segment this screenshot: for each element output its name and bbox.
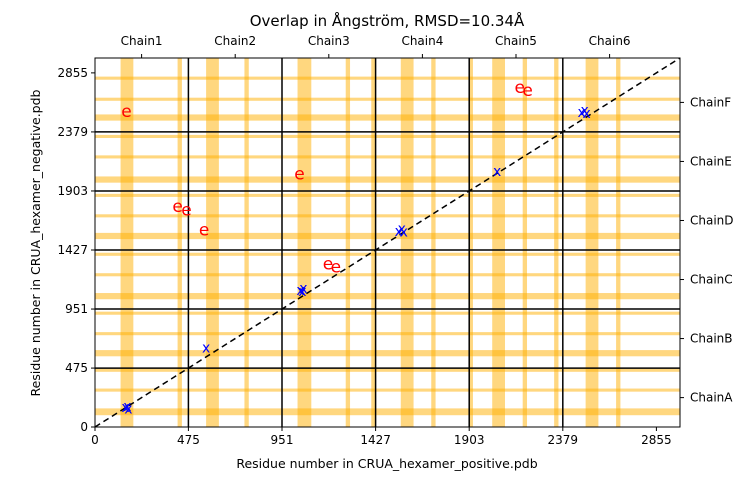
point-marker-x: x bbox=[298, 284, 306, 300]
point-marker-x: x bbox=[400, 225, 408, 241]
highlight-band-y bbox=[95, 214, 680, 218]
x-axis-ticks: 0 475 951 1427 1903 2379 2855 bbox=[91, 427, 672, 447]
chart-title: Overlap in Ångström, RMSD=10.34Å bbox=[250, 11, 525, 30]
x-tick-label: 0 bbox=[91, 433, 99, 447]
right-chain-label: ChainE bbox=[690, 154, 732, 168]
highlight-band-y bbox=[95, 408, 680, 416]
x-tick-label: 2855 bbox=[641, 433, 672, 447]
highlight-band-y bbox=[95, 193, 680, 197]
top-chain-label: Chain1 bbox=[121, 34, 163, 48]
x-tick-label: 475 bbox=[177, 433, 200, 447]
right-chain-label: ChainF bbox=[690, 95, 731, 109]
highlight-bands bbox=[95, 58, 680, 427]
top-chain-label: Chain2 bbox=[214, 34, 256, 48]
highlight-band-y bbox=[95, 134, 680, 139]
point-marker-x: x bbox=[395, 224, 403, 240]
highlight-band-x bbox=[554, 58, 559, 427]
point-marker-e: e bbox=[121, 102, 131, 122]
x-tick-label: 951 bbox=[271, 433, 294, 447]
highlight-band-y bbox=[95, 76, 680, 80]
x-tick-label: 1903 bbox=[454, 433, 485, 447]
point-marker-e: e bbox=[323, 255, 333, 275]
highlight-band-y bbox=[95, 332, 680, 336]
highlight-band-x bbox=[616, 58, 621, 427]
y-tick-label: 2379 bbox=[57, 125, 88, 139]
x-tick-label: 1427 bbox=[360, 433, 391, 447]
top-chain-label: Chain6 bbox=[589, 34, 631, 48]
point-marker-e: e bbox=[331, 258, 341, 278]
top-chain-label: Chain5 bbox=[495, 34, 537, 48]
highlight-band-x bbox=[244, 58, 249, 427]
x-tick-label: 2379 bbox=[548, 433, 579, 447]
right-chain-label: ChainA bbox=[690, 391, 733, 405]
y-tick-label: 475 bbox=[65, 361, 88, 375]
point-marker-x: x bbox=[398, 222, 406, 238]
point-marker-x: x bbox=[121, 400, 129, 416]
point-marker-x: x bbox=[580, 103, 588, 119]
highlight-band-y bbox=[95, 114, 680, 121]
y-axis-label: Residue number in CRUA_hexamer_negative.… bbox=[28, 89, 43, 396]
plot-frame bbox=[94, 57, 681, 428]
point-marker-e: e bbox=[172, 197, 182, 217]
point-marker-x: x bbox=[493, 164, 501, 180]
x-axis-label: Residue number in CRUA_hexamer_positive.… bbox=[236, 456, 537, 471]
highlight-band-y bbox=[95, 97, 680, 101]
highlight-band-x bbox=[431, 58, 436, 427]
y-axis-ticks: 0 475 951 1427 1903 2379 2855 bbox=[57, 66, 95, 434]
point-marker-x: x bbox=[124, 401, 132, 417]
highlight-band-x bbox=[468, 58, 473, 427]
y-tick-label: 1427 bbox=[57, 243, 88, 257]
right-chain-label: ChainC bbox=[690, 273, 733, 287]
point-marker-x: x bbox=[578, 105, 586, 121]
highlight-band-y bbox=[95, 350, 680, 357]
highlight-band-y bbox=[95, 155, 680, 159]
highlight-band-y bbox=[95, 368, 680, 372]
right-chain-labels: ChainA ChainB ChainC ChainD ChainE ChainF bbox=[680, 95, 734, 405]
right-chain-label: ChainD bbox=[690, 213, 734, 227]
highlight-band-y bbox=[95, 273, 680, 277]
identity-diagonal bbox=[94, 57, 681, 428]
highlight-band-y bbox=[95, 232, 680, 240]
point-marker-x: x bbox=[123, 399, 131, 415]
point-marker-x: x bbox=[299, 281, 307, 297]
right-chain-label: ChainB bbox=[690, 332, 733, 346]
highlight-band-x bbox=[345, 58, 351, 427]
highlight-band-x bbox=[371, 58, 376, 427]
point-marker-x: x bbox=[296, 283, 304, 299]
y-tick-label: 0 bbox=[80, 420, 88, 434]
highlight-band-x bbox=[177, 58, 182, 427]
point-marker-e: e bbox=[199, 220, 209, 240]
highlight-band-y bbox=[95, 311, 680, 315]
highlight-band-x bbox=[522, 58, 528, 427]
highlight-band-y bbox=[95, 293, 680, 300]
top-chain-label: Chain4 bbox=[401, 34, 443, 48]
point-marker-e: e bbox=[294, 165, 304, 185]
highlight-band-y bbox=[95, 176, 680, 183]
point-marker-x: x bbox=[202, 341, 210, 357]
highlight-band-y bbox=[95, 252, 680, 256]
point-marker-x: x bbox=[582, 106, 590, 122]
y-tick-label: 951 bbox=[65, 302, 88, 316]
chain-boundary-lines bbox=[95, 58, 680, 427]
highlight-band-y bbox=[95, 388, 680, 392]
y-tick-label: 1903 bbox=[57, 184, 88, 198]
point-marker-e: e bbox=[522, 81, 532, 101]
top-chain-labels: Chain1 Chain2 Chain3 Chain4 Chain5 Chain6 bbox=[121, 34, 631, 58]
y-tick-label: 2855 bbox=[57, 66, 88, 80]
point-marker-e: e bbox=[181, 201, 191, 221]
top-chain-label: Chain3 bbox=[308, 34, 350, 48]
point-marker-e: e bbox=[515, 78, 525, 98]
